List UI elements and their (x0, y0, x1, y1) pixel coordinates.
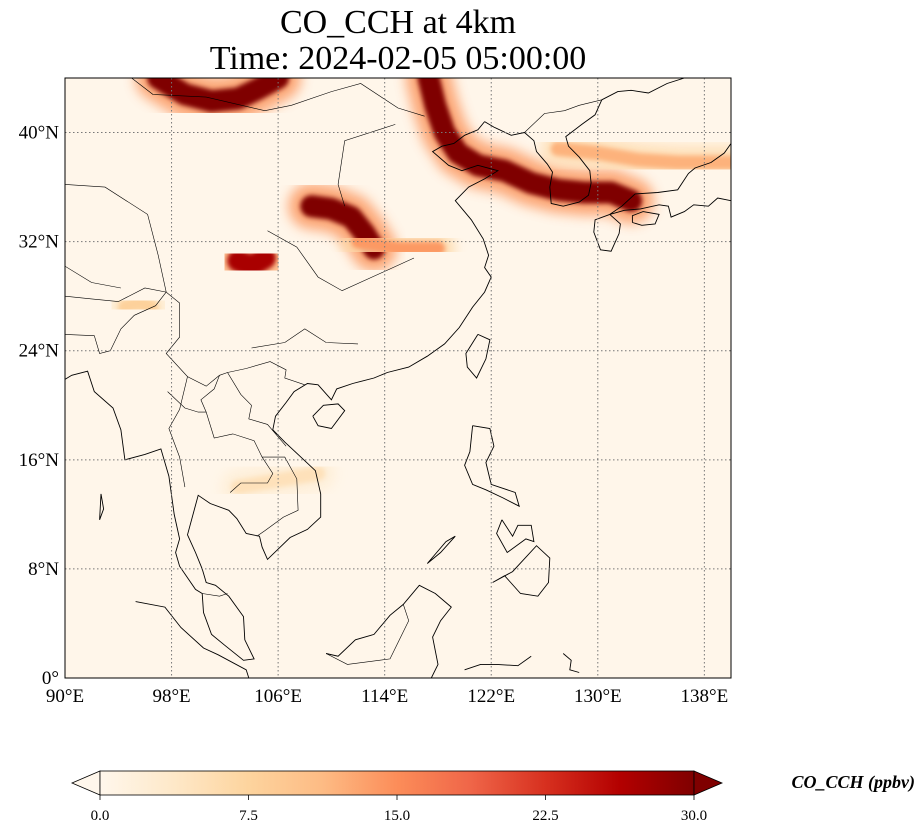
coastline (484, 121, 525, 136)
coastline (99, 493, 105, 520)
colorbar-tick-label: 7.5 (239, 808, 258, 824)
country-border (524, 99, 602, 133)
latitude-tick-label: 0° (42, 668, 59, 689)
coastline (465, 333, 491, 379)
country-border (65, 265, 121, 289)
country-border (168, 376, 188, 488)
longitude-tick-label: 130°E (574, 686, 622, 707)
country-border (65, 184, 167, 293)
coastline (593, 213, 621, 252)
coastline (496, 519, 535, 554)
coastline (326, 584, 452, 678)
longitude-tick-label: 90°E (46, 686, 84, 707)
coastline (464, 425, 520, 508)
colorbar-tick-label: 22.5 (532, 808, 558, 824)
plume-layer (107, 78, 731, 505)
yellow-sea-haze (341, 224, 455, 266)
coastline (609, 197, 731, 218)
country-border (267, 230, 415, 292)
colorbar-tick-label: 30.0 (681, 808, 707, 824)
latitude-tick-label: 8°N (28, 559, 59, 580)
country-border (325, 604, 410, 665)
country-border (251, 328, 359, 349)
colorbar-tick-label: 15.0 (384, 808, 410, 824)
sichuan-plume (215, 235, 288, 290)
longitude-tick-label: 122°E (467, 686, 515, 707)
latitude-labels: 0° 8°N 16°N 24°N 32°N 40°N (19, 123, 60, 689)
coastline-layer (65, 78, 731, 678)
country-border (167, 391, 207, 413)
longitude-tick-label: 114°E (361, 686, 408, 707)
colorbar-min-extend (70, 770, 101, 796)
coastline (609, 143, 731, 215)
colorbar-label: CO_CCH (ppbv) (792, 772, 916, 793)
manchuria-korea-plume (405, 78, 655, 224)
east-sea-plume (540, 131, 731, 180)
latitude-tick-label: 32°N (19, 232, 60, 253)
gridlines (65, 78, 731, 678)
indochina-haze (221, 456, 336, 505)
coastline (426, 535, 456, 564)
colorbar-ticks: 0.0 7.5 15.0 22.5 30.0 (91, 795, 707, 824)
map-frame (64, 77, 732, 679)
country-border (200, 375, 274, 493)
northern-plume (135, 78, 302, 125)
longitude-tick-label: 138°E (681, 686, 729, 707)
latitude-tick-label: 40°N (19, 123, 60, 144)
colorbar-tick-label: 0.0 (91, 808, 110, 824)
country-border (256, 456, 299, 537)
coastline (631, 211, 660, 226)
coastline (135, 601, 250, 678)
coastline (65, 121, 500, 661)
country-border (131, 78, 425, 117)
coastline (464, 655, 532, 671)
country-border (202, 593, 228, 597)
longitude-labels: 90°E 98°E 106°E 114°E 122°E 130°E 138°E (46, 686, 728, 707)
coastline (601, 78, 685, 101)
map-title-line-1: CO_CCH at 4km (279, 4, 517, 41)
colorbar: 0.0 7.5 15.0 22.5 30.0 CO_CCH (ppbv) (70, 770, 916, 824)
country-border (227, 372, 287, 447)
tibet-patch (107, 286, 169, 325)
latitude-tick-label: 16°N (19, 450, 60, 471)
coastline (312, 403, 346, 429)
country-border (65, 291, 167, 354)
colorbar-max-extend (693, 770, 724, 796)
longitude-tick-label: 106°E (254, 686, 302, 707)
coastline (524, 99, 603, 207)
latitude-tick-label: 24°N (19, 341, 60, 362)
coastline (492, 545, 551, 597)
map-title-line-2: Time: 2024-02-05 05:00:00 (209, 40, 587, 77)
colorbar-gradient (99, 770, 695, 796)
coastline (562, 653, 580, 673)
longitude-tick-label: 98°E (152, 686, 190, 707)
